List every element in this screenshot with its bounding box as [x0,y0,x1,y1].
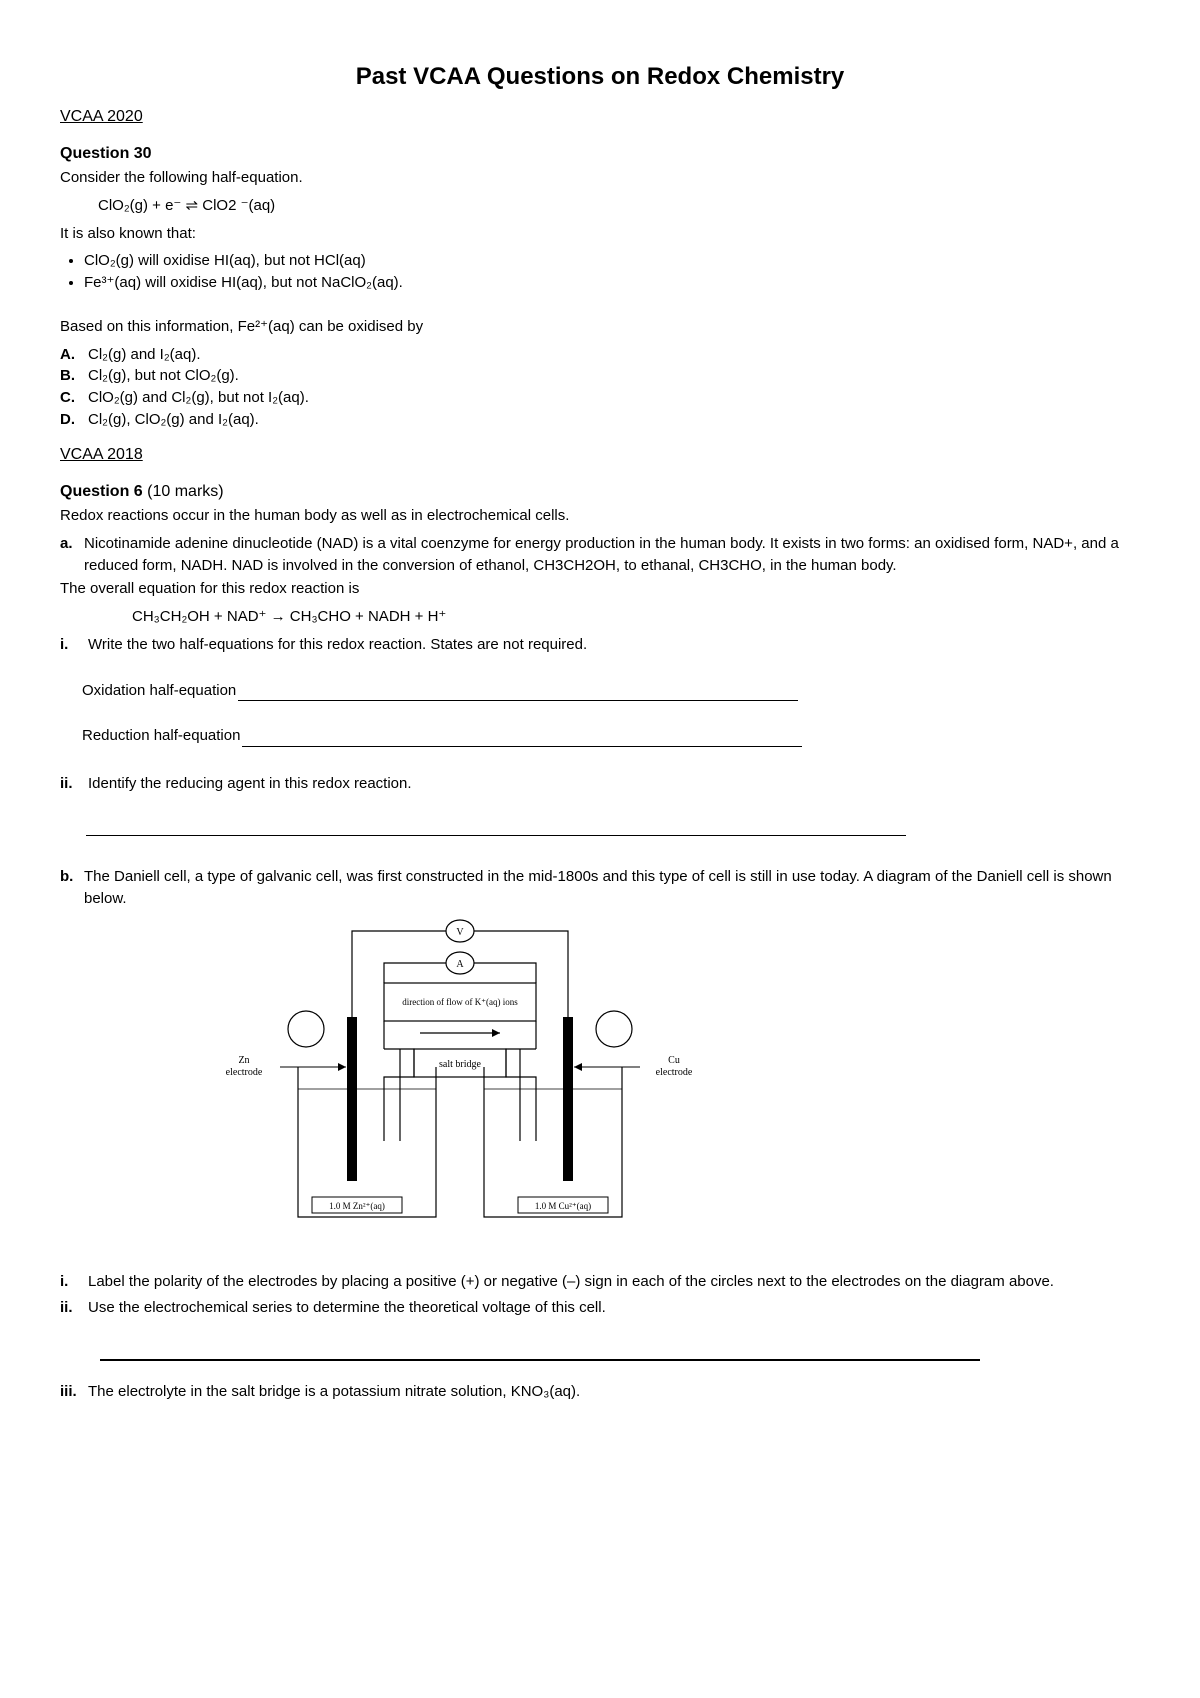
q30-option-b: B.Cl₂(g), but not ClO₂(g). [60,365,1140,387]
option-text: Cl₂(g), but not ClO₂(g). [88,365,239,387]
part-label: b. [60,866,84,910]
q30-bullet-1: ClO₂(g) will oxidise HI(aq), but not HCl… [84,250,1140,272]
section-heading-2020: VCAA 2020 [60,105,1140,128]
zn-label-2: electrode [226,1067,263,1078]
page: Past VCAA Questions on Redox Chemistry V… [0,0,1200,1443]
right-beaker [484,1067,622,1217]
arrowhead-icon [338,1063,346,1071]
q6-part-a: a. Nicotinamide adenine dinucleotide (NA… [60,533,1140,577]
diagram-svg: V A direction of flow of K⁺(aq) ions sal… [180,917,740,1257]
q6-a-ii-text: Identify the reducing agent in this redo… [88,773,412,795]
part-a-text: Nicotinamide adenine dinucleotide (NAD) … [84,533,1140,577]
zn-label: Zn [238,1055,249,1066]
roman-label: i. [60,1271,88,1293]
arrowhead-icon [574,1063,582,1071]
left-beaker [298,1067,436,1217]
q6-a-i-text: Write the two half-equations for this re… [88,634,587,656]
oxidation-fill: Oxidation half-equation [82,680,1140,702]
zn-electrode [347,1017,357,1181]
q30-option-d: D.Cl₂(g), ClO₂(g) and I₂(aq). [60,409,1140,431]
salt-bridge-label: salt bridge [439,1059,481,1070]
answer-rule[interactable] [100,1359,980,1361]
q6-intro: Redox reactions occur in the human body … [60,505,1140,527]
q6-overall-label: The overall equation for this redox reac… [60,578,1140,600]
q30-intro1: Consider the following half-equation. [60,167,1140,189]
q30-intro2: It is also known that: [60,223,1140,245]
arrowhead-icon [492,1029,500,1037]
answer-rule[interactable] [242,746,802,747]
part-label: a. [60,533,84,577]
flow-label: direction of flow of K⁺(aq) ions [402,997,518,1007]
roman-label: ii. [60,1297,88,1319]
roman-label: i. [60,634,88,656]
q30-bullet-2: Fe³⁺(aq) will oxidise HI(aq), but not Na… [84,272,1140,294]
q6-b-iii-text: The electrolyte in the salt bridge is a … [88,1381,580,1403]
option-label: A. [60,344,88,366]
roman-label: ii. [60,773,88,795]
q30-bullets: ClO₂(g) will oxidise HI(aq), but not HCl… [84,250,1140,294]
answer-rule[interactable] [238,700,798,701]
oxidation-label: Oxidation half-equation [82,680,236,702]
ammeter-label: A [456,959,464,970]
option-text: ClO₂(g) and Cl₂(g), but not I₂(aq). [88,387,309,409]
reduction-fill: Reduction half-equation [82,725,1140,747]
q6-heading-text: Question 6 [60,483,143,500]
reduction-label: Reduction half-equation [82,725,240,747]
q6-b-i-text: Label the polarity of the electrodes by … [88,1271,1054,1293]
option-label: B. [60,365,88,387]
q6-b-ii: ii. Use the electrochemical series to de… [60,1297,1140,1319]
daniell-cell-diagram: V A direction of flow of K⁺(aq) ions sal… [180,917,1140,1257]
wire [474,963,536,983]
wire [384,963,446,983]
cu-electrode [563,1017,573,1181]
page-title: Past VCAA Questions on Redox Chemistry [60,60,1140,95]
q30-prompt: Based on this information, Fe²⁺(aq) can … [60,316,1140,338]
roman-label: iii. [60,1381,88,1403]
left-solution-label: 1.0 M Zn²⁺(aq) [329,1201,385,1211]
q6-a-i: i. Write the two half-equations for this… [60,634,1140,656]
polarity-circle-left[interactable] [288,1011,324,1047]
option-text: Cl₂(g) and I₂(aq). [88,344,201,366]
part-b-text: The Daniell cell, a type of galvanic cel… [84,866,1140,910]
salt-bridge-leg [384,1049,414,1141]
option-text: Cl₂(g), ClO₂(g) and I₂(aq). [88,409,259,431]
cu-label-2: electrode [656,1067,693,1078]
q30-options: A.Cl₂(g) and I₂(aq). B.Cl₂(g), but not C… [60,344,1140,431]
cu-label: Cu [668,1055,680,1066]
q6-b-i: i. Label the polarity of the electrodes … [60,1271,1140,1293]
q30-option-a: A.Cl₂(g) and I₂(aq). [60,344,1140,366]
q6-b-ii-text: Use the electrochemical series to determ… [88,1297,606,1319]
right-solution-label: 1.0 M Cu²⁺(aq) [535,1201,591,1211]
answer-rule[interactable] [86,835,906,836]
q6-overall-eq: CH₃CH₂OH + NAD⁺ → CH₃CHO + NADH + H⁺ [132,606,1140,628]
q6-b-iii: iii. The electrolyte in the salt bridge … [60,1381,1140,1403]
q6-marks: (10 marks) [147,483,223,500]
q30-option-c: C.ClO₂(g) and Cl₂(g), but not I₂(aq). [60,387,1140,409]
section-heading-2018: VCAA 2018 [60,443,1140,466]
q6-part-b: b. The Daniell cell, a type of galvanic … [60,866,1140,910]
option-label: D. [60,409,88,431]
option-label: C. [60,387,88,409]
q6-heading: Question 6 (10 marks) [60,480,1140,503]
q6-a-ii: ii. Identify the reducing agent in this … [60,773,1140,795]
q30-heading: Question 30 [60,142,1140,165]
voltmeter-label: V [456,927,464,938]
polarity-circle-right[interactable] [596,1011,632,1047]
q30-equation: ClO₂(g) + e⁻ ⇌ ClO2 ⁻(aq) [98,195,1140,217]
salt-bridge-leg [506,1049,536,1141]
